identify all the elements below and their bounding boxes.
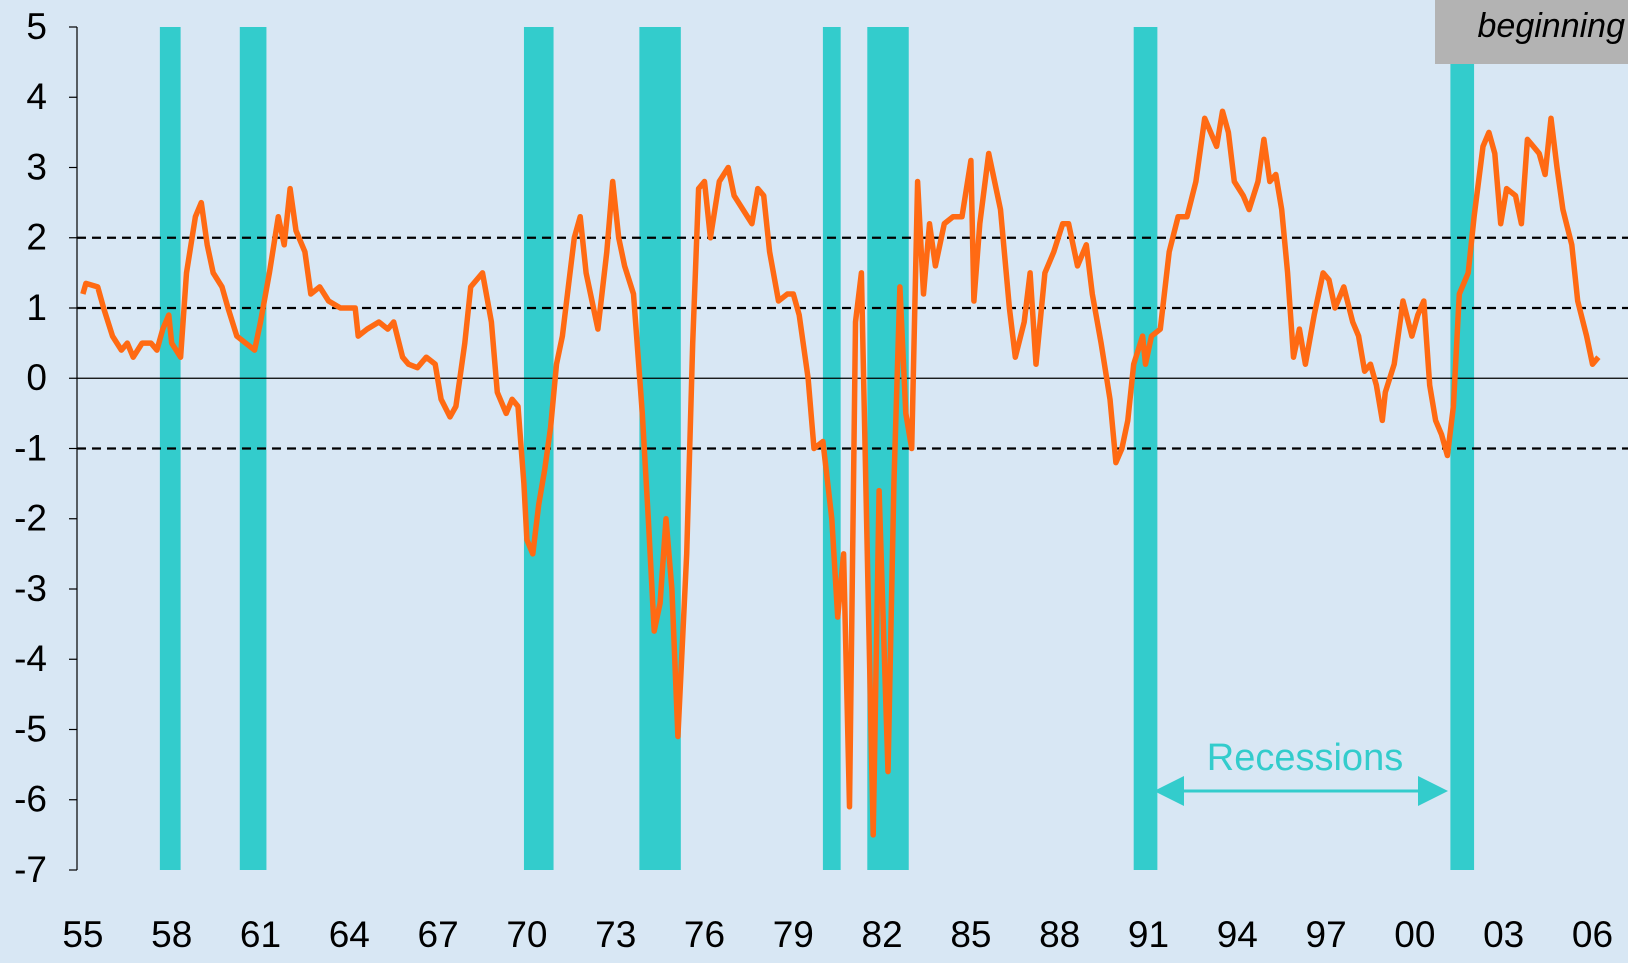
x-tick-label: 85 <box>950 914 991 955</box>
y-tick-label: 3 <box>26 146 47 187</box>
x-tick-label: 79 <box>773 914 814 955</box>
x-tick-label: 67 <box>418 914 459 955</box>
x-tick-label: 58 <box>151 914 192 955</box>
y-tick-label: -1 <box>14 427 47 468</box>
y-tick-label: 1 <box>26 287 47 328</box>
y-tick-label: -4 <box>14 638 47 679</box>
x-tick-label: 55 <box>62 914 103 955</box>
x-tick-label: 76 <box>684 914 725 955</box>
plot <box>80 108 1601 838</box>
y-tick-label: -5 <box>14 708 47 749</box>
y-tick-label: -2 <box>14 498 47 539</box>
x-tick-label: 03 <box>1483 914 1524 955</box>
x-tick-label: 73 <box>595 914 636 955</box>
x-tick-label: 91 <box>1128 914 1169 955</box>
y-tick-label: -6 <box>14 779 47 820</box>
annotation: beginning <box>1478 7 1626 45</box>
y-tick-label: 4 <box>26 76 47 117</box>
y-tick-label: -3 <box>14 568 47 609</box>
x-tick-label: 70 <box>506 914 547 955</box>
x-tick-label: 82 <box>862 914 903 955</box>
x-tick-label: 61 <box>240 914 281 955</box>
y-tick-label: -7 <box>14 849 47 890</box>
y-tick-label: 0 <box>26 357 47 398</box>
y-tick-label: 2 <box>26 217 47 258</box>
annotation-box <box>1435 0 1628 64</box>
x-tick-label: 00 <box>1394 914 1435 955</box>
x-tick-label: 06 <box>1572 914 1613 955</box>
x-tick-label: 64 <box>329 914 370 955</box>
x-tick-label: 97 <box>1306 914 1347 955</box>
y-tick-label: 5 <box>26 6 47 47</box>
x-tick-label: 94 <box>1217 914 1258 955</box>
annotation: Recessions <box>1207 737 1403 779</box>
line <box>80 108 1601 838</box>
x-tick-label: 88 <box>1039 914 1080 955</box>
